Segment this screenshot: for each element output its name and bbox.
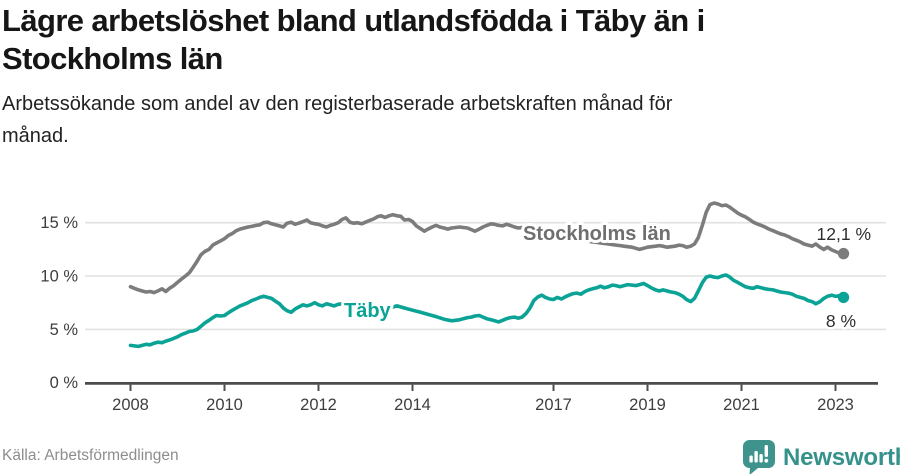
y-tick-label: 15 % (40, 214, 78, 232)
newsworthy-icon (743, 440, 775, 474)
page-title-line2: Stockholms län (2, 41, 223, 76)
x-tick-label: 2014 (394, 396, 431, 414)
series-line-stockholm (128, 201, 846, 295)
x-tick-label: 2019 (629, 396, 666, 414)
series-end-dot-stockholm (837, 247, 850, 260)
series-line-taby (128, 273, 846, 349)
source-note: Källa: Arbetsförmedlingen (2, 447, 179, 464)
x-tick-label: 2023 (817, 396, 854, 414)
x-tick-label: 2012 (300, 396, 337, 414)
x-tick-label: 2017 (535, 396, 572, 414)
brand-name: Newsworthy (783, 443, 900, 471)
page-subtitle-line1: Arbetssökande som andel av den registerb… (2, 93, 673, 115)
x-tick-label: 2021 (723, 396, 760, 414)
x-tick-label: 2010 (206, 396, 243, 414)
series-label-taby: Täby (344, 300, 392, 322)
y-tick-label: 5 % (50, 321, 79, 339)
end-value-label-taby: 8 % (826, 311, 856, 331)
y-tick-label: 0 % (50, 374, 79, 392)
series-label-stockholm: Stockholms län (523, 223, 671, 245)
brand-logo: Newsworthy (742, 439, 900, 474)
series-end-dot-taby (837, 291, 850, 304)
x-tick-label: 2008 (112, 396, 149, 414)
end-value-label-stockholm: 12,1 % (817, 224, 871, 244)
page-title-line1: Lägre arbetslöshet bland utlandsfödda i … (2, 3, 705, 38)
page-subtitle-line2: månad. (2, 125, 69, 147)
page-subtitle: Arbetssökande som andel av den registerb… (2, 88, 862, 152)
y-tick-label: 10 % (40, 268, 78, 286)
page-title: Lägre arbetslöshet bland utlandsfödda i … (2, 2, 882, 78)
